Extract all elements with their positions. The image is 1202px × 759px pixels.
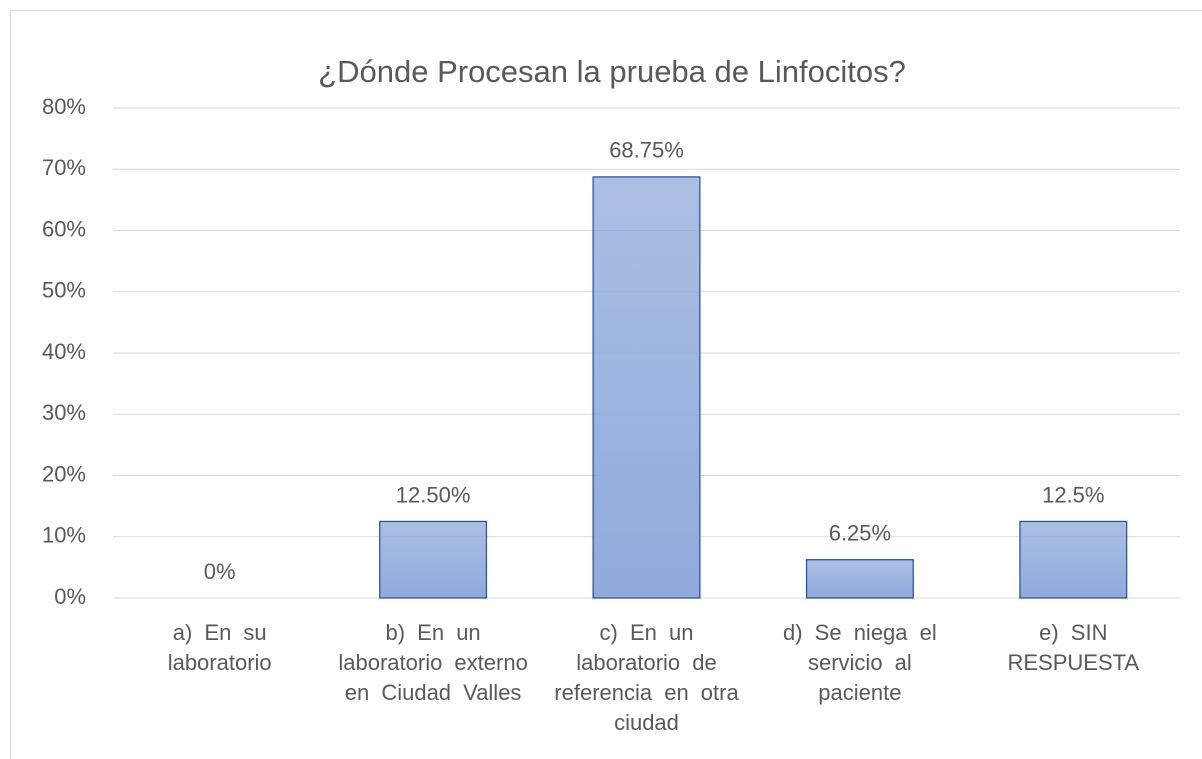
x-tick-label: b) En un laboratorio externo en Ciudad V…: [338, 620, 528, 705]
chart-frame: [10, 10, 1202, 759]
x-tick-label: a) En su laboratorio: [167, 620, 272, 675]
x-tick-label: e) SIN RESPUESTA: [1007, 620, 1140, 675]
y-tick-label: 80%: [42, 94, 86, 119]
bar: [592, 176, 701, 599]
y-tick-label: 60%: [42, 216, 86, 241]
y-tick-label: 30%: [42, 400, 86, 425]
x-tick-label: d) Se niega el servicio al paciente: [783, 620, 937, 705]
data-label: 12.5%: [1042, 482, 1104, 507]
y-tick-label: 10%: [42, 523, 86, 548]
bar: [379, 520, 488, 599]
y-tick-label: 50%: [42, 278, 86, 303]
chart-title: ¿Dónde Procesan la prueba de Linfocitos?: [318, 54, 906, 89]
y-tick-label: 0%: [54, 584, 86, 609]
y-tick-label: 70%: [42, 155, 86, 180]
y-tick-label: 20%: [42, 461, 86, 486]
data-label: 6.25%: [829, 521, 891, 546]
y-tick-label: 40%: [42, 339, 86, 364]
data-label: 12.50%: [396, 482, 471, 507]
x-tick-label: c) En un laboratorio de referencia en ot…: [554, 620, 739, 735]
bar: [805, 559, 914, 599]
data-label: 68.75%: [609, 138, 684, 163]
bar: [1019, 520, 1128, 599]
data-label: 0%: [204, 559, 236, 584]
